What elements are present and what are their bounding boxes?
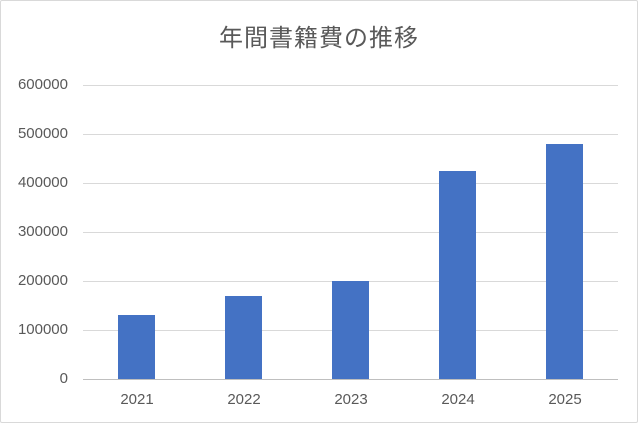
- y-tick-label: 200000: [17, 272, 68, 289]
- bar-2024: [439, 171, 476, 379]
- x-tick-label-2021: 2021: [120, 391, 154, 408]
- gridline: [83, 134, 618, 135]
- x-tick-label-2023: 2023: [334, 391, 368, 408]
- y-tick-label: 100000: [17, 321, 68, 338]
- gridline: [83, 85, 618, 86]
- y-tick-label: 600000: [17, 76, 68, 93]
- bar-2025: [546, 144, 583, 379]
- bar-2023: [332, 281, 369, 379]
- plot-area: [83, 85, 618, 380]
- y-tick-label: 300000: [17, 223, 68, 240]
- gridline: [83, 232, 618, 233]
- gridline: [83, 183, 618, 184]
- x-tick-label-2025: 2025: [548, 391, 582, 408]
- bar-2022: [225, 296, 262, 379]
- x-tick-label-2022: 2022: [227, 391, 261, 408]
- x-tick-label-2024: 2024: [441, 391, 475, 408]
- x-axis-line: [83, 379, 618, 380]
- y-tick-label: 400000: [17, 174, 68, 191]
- chart-title: 年間書籍費の推移: [219, 25, 419, 52]
- bar-2021: [118, 315, 155, 379]
- y-tick-label: 0: [59, 370, 68, 387]
- y-tick-label: 500000: [17, 125, 68, 142]
